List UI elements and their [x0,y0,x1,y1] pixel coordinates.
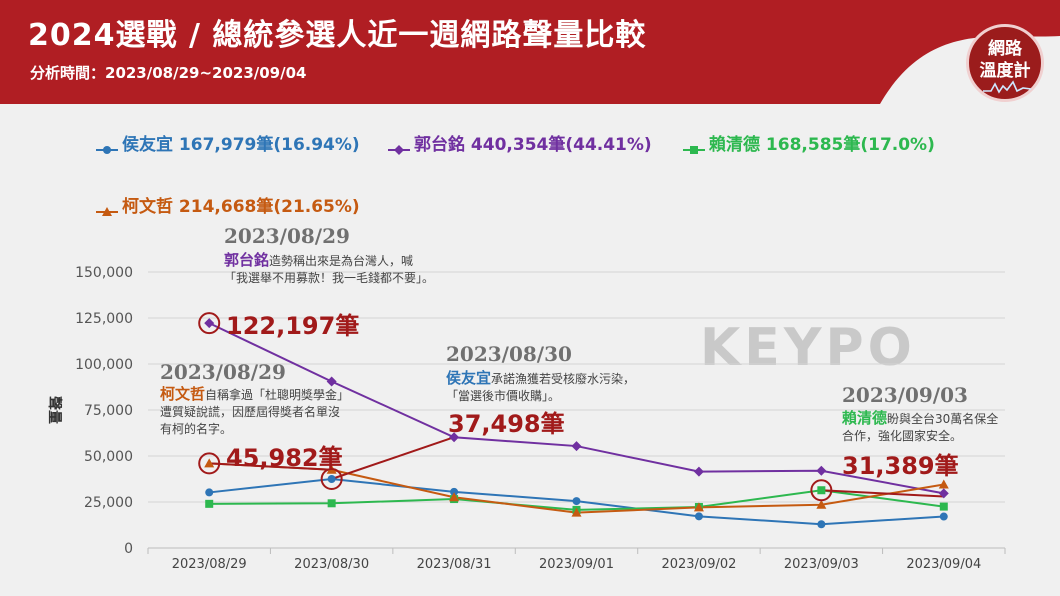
data-point [938,479,949,489]
data-point [939,502,948,511]
data-point [327,475,336,484]
data-point [204,318,215,329]
data-point [693,466,704,477]
legend-label-hou: 侯友宜 167,979筆(16.94%) [122,135,360,155]
x-tick-label: 2023/09/02 [661,557,736,572]
x-tick-label: 2023/08/29 [172,557,247,572]
legend-square-icon [683,140,705,154]
legend-item-ko: 柯文哲 214,668筆(21.65%) [96,192,360,217]
data-point [571,441,582,452]
y-tick-label: 75,000 [84,403,133,419]
data-point [449,492,460,502]
annotation-text-ko: 柯文哲自稱拿過「杜聰明獎學金」遭質疑說謊，因歷屆得獎者名單沒有柯的名字。 [160,386,346,438]
banner-shape [0,0,1060,104]
data-point [450,487,459,496]
y-tick-label: 25,000 [84,495,133,511]
data-point [205,499,214,508]
watermark: KEYPO [700,318,916,378]
y-tick-label: 125,000 [75,311,133,327]
data-point [449,432,460,443]
legend-triangle-icon [96,202,118,216]
highlight-circle [810,479,833,502]
data-point [571,507,582,517]
data-point [204,458,215,468]
analysis-period: 分析時間：2023/08/29~2023/09/04 [30,64,307,82]
data-point [817,520,826,529]
page-title: 2024選戰 / 總統參選人近一週網路聲量比較 [28,18,647,53]
data-point [816,499,827,509]
data-point [938,488,949,499]
data-point [572,497,581,506]
brand-logo: 網路 溫度計 [966,24,1044,102]
annotation-date-kuo: 2023/08/29 [224,224,350,248]
y-tick-label: 50,000 [84,449,133,465]
legend-item-hou: 侯友宜 167,979筆(16.94%) [96,130,360,155]
highlight-circle [320,468,343,491]
highlight-segment [331,436,455,480]
annotation-name-hou: 侯友宜 [446,369,492,387]
legend-item-lai: 賴清德 168,585筆(17.0%) [683,130,935,155]
logo-line-2: 溫度計 [979,61,1031,81]
annotation-desc-hou: 承諾漁獲若受核廢水污染，「當選後市價收購」。 [446,372,636,403]
legend-label-ko: 柯文哲 214,668筆(21.65%) [122,197,360,217]
annotation-value-lai: 31,389筆 [842,452,959,480]
highlight-circle [198,452,221,475]
y-tick-label: 100,000 [75,357,133,373]
data-point [817,486,826,495]
annotation-text-hou: 侯友宜承諾漁獲若受核廢水污染，「當選後市價收購」。 [446,370,636,405]
legend-circle-icon [96,140,118,154]
annotation-value-hou: 37,498筆 [448,410,565,438]
y-tick-label: 150,000 [75,265,133,281]
annotation-date-lai: 2023/09/03 [842,383,968,407]
annotation-value-kuo: 122,197筆 [226,312,360,340]
logo-pulse-icon [983,80,1031,94]
x-tick-label: 2023/09/01 [539,557,614,572]
logo-line-1: 網路 [988,39,1022,59]
annotation-date-ko: 2023/08/29 [160,360,286,384]
annotation-name-ko: 柯文哲 [160,385,206,403]
x-tick-label: 2023/09/04 [906,557,981,572]
y-axis-label: 聲量 [46,396,63,424]
data-point [205,488,214,497]
x-tick-label: 2023/09/03 [784,557,859,572]
data-point [326,376,337,387]
data-point [816,465,827,476]
data-point [327,499,336,508]
legend-label-kuo: 郭台銘 440,354筆(44.41%) [414,135,652,155]
highlight-segment [209,462,332,471]
data-point [694,512,703,521]
annotation-desc-ko: 自稱拿過「杜聰明獎學金」遭質疑說謊，因歷屆得獎者名單沒有柯的名字。 [160,388,344,436]
legend-label-lai: 賴清德 168,585筆(17.0%) [709,135,935,155]
annotation-name-kuo: 郭台銘 [224,251,270,269]
data-point [693,502,704,512]
annotation-text-lai: 賴清德盼與全台30萬名保全合作，強化國家安全。 [842,410,1010,445]
annotation-value-ko: 45,982筆 [226,444,343,472]
annotation-desc-lai: 盼與全台30萬名保全合作，強化國家安全。 [842,412,999,443]
data-point [939,512,948,521]
annotation-desc-kuo: 造勢稱出來是為台灣人，喊「我選舉不用募款！我一毛錢都不要」。 [224,254,435,285]
x-tick-label: 2023/08/30 [294,557,369,572]
x-tick-label: 2023/08/31 [417,557,492,572]
annotation-name-lai: 賴清德 [842,409,888,427]
highlight-segment [821,489,944,498]
annotation-date-hou: 2023/08/30 [446,342,572,366]
legend-diamond-icon [388,140,410,155]
header-banner [0,0,1060,104]
legend-item-kuo: 郭台銘 440,354筆(44.41%) [388,130,652,155]
y-tick-label: 0 [124,541,133,557]
annotation-text-kuo: 郭台銘造勢稱出來是為台灣人，喊「我選舉不用募款！我一毛錢都不要」。 [224,252,434,287]
highlight-circle [198,312,221,335]
